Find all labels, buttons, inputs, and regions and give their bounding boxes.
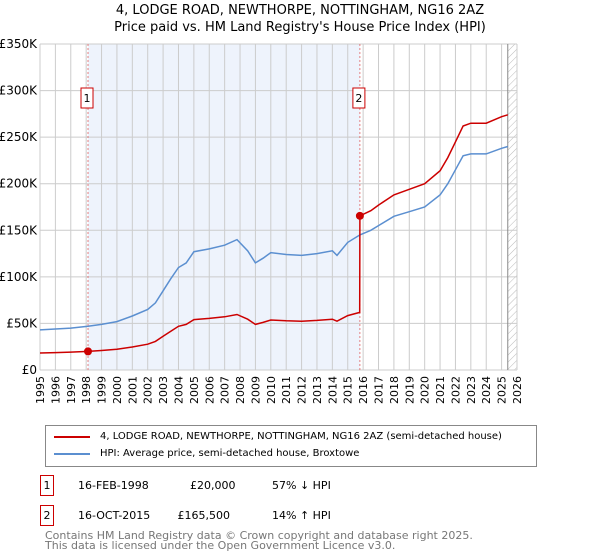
marker-box (80, 87, 94, 109)
footer: Contains HM Land Registry data © Crown c… (45, 529, 473, 552)
x-tick-label: 2023 (465, 376, 478, 404)
transaction-price: £165,500 (177, 509, 231, 522)
x-tick-label: 1996 (49, 376, 62, 404)
x-tick-label: 2013 (311, 376, 324, 404)
legend-item-hpi: HPI: Average price, semi-detached house,… (54, 448, 359, 459)
x-tick-label: 2008 (234, 376, 247, 404)
marker-label: 2 (355, 92, 362, 105)
x-tick-label: 2016 (357, 376, 370, 404)
x-tick-label: 2005 (188, 376, 201, 404)
x-tick-label: 2021 (434, 376, 447, 404)
shaded-period (88, 44, 360, 370)
x-tick-label: 2001 (126, 376, 139, 404)
x-tick-label: 1998 (80, 376, 93, 404)
x-tick-label: 2020 (419, 376, 432, 404)
x-tick-label: 2025 (496, 376, 509, 404)
y-tick-label: £200K (0, 177, 38, 191)
x-tick-label: 2000 (111, 376, 124, 404)
transaction-hpi-diff: 14% ↑ HPI (272, 509, 331, 522)
x-tick-label: 2015 (342, 376, 355, 404)
x-tick-label: 1995 (34, 376, 47, 404)
sale-point (84, 347, 93, 356)
legend-label: 4, LODGE ROAD, NEWTHORPE, NOTTINGHAM, NG… (100, 431, 502, 442)
x-tick-label: 2006 (203, 376, 216, 404)
x-tick-label: 2004 (172, 376, 185, 404)
y-tick-label: £100K (0, 270, 38, 284)
marker-box (352, 87, 366, 109)
x-tick-label: 2022 (449, 376, 462, 404)
x-tick-label: 2007 (219, 376, 232, 404)
x-tick-label: 2017 (373, 376, 386, 404)
y-tick-label: £0 (22, 363, 37, 377)
legend-swatch-blue (54, 452, 90, 455)
series-line (39, 145, 509, 331)
transaction-price: £20,000 (190, 479, 236, 492)
footer-line-2: This data is licensed under the Open Gov… (45, 539, 396, 552)
legend-item-property: 4, LODGE ROAD, NEWTHORPE, NOTTINGHAM, NG… (54, 431, 502, 442)
x-tick-label: 2010 (265, 376, 278, 404)
y-tick-label: £350K (0, 37, 38, 51)
sale-point (355, 211, 364, 220)
chart-title: 4, LODGE ROAD, NEWTHORPE, NOTTINGHAM, NG… (115, 3, 485, 18)
x-tick-label: 2002 (142, 376, 155, 404)
x-tick-label: 1999 (96, 376, 109, 404)
plot-area: 1995 1996 1997 1998 1999 2000 2001 2002 2003 2004… (0, 37, 524, 404)
x-tick-label: 1997 (65, 376, 78, 404)
x-tick-label: 2018 (388, 376, 401, 404)
x-tick-label: 2026 (511, 376, 524, 404)
marker-badge: 1 (40, 475, 54, 496)
legend-swatch-red (54, 435, 90, 438)
legend: 4, LODGE ROAD, NEWTHORPE, NOTTINGHAM, NG… (45, 425, 537, 467)
transaction-date: 16-FEB-1998 (78, 479, 149, 492)
x-tick-label: 2009 (249, 376, 262, 404)
x-tick-label: 2011 (280, 376, 293, 404)
y-tick-label: £250K (0, 130, 38, 144)
marker-label: 1 (84, 92, 91, 105)
x-tick-label: 2014 (326, 376, 339, 404)
x-tick-label: 2024 (480, 376, 493, 404)
transaction-hpi-diff: 57% ↓ HPI (272, 479, 331, 492)
y-tick-label: £300K (0, 84, 38, 98)
chart-subtitle: Price paid vs. HM Land Registry's House … (114, 20, 486, 35)
series-line (39, 114, 509, 354)
forecast-hatch (507, 44, 517, 370)
x-tick-label: 2019 (403, 376, 416, 404)
footer-line-1: Contains HM Land Registry data © Crown c… (45, 529, 473, 542)
transaction-date: 16-OCT-2015 (78, 509, 151, 522)
x-tick-label: 2003 (157, 376, 170, 404)
y-tick-label: £50K (6, 316, 38, 330)
marker-badge: 2 (40, 505, 54, 526)
y-tick-label: £150K (0, 223, 38, 237)
x-tick-label: 2012 (296, 376, 309, 404)
legend-label: HPI: Average price, semi-detached house,… (100, 448, 360, 459)
